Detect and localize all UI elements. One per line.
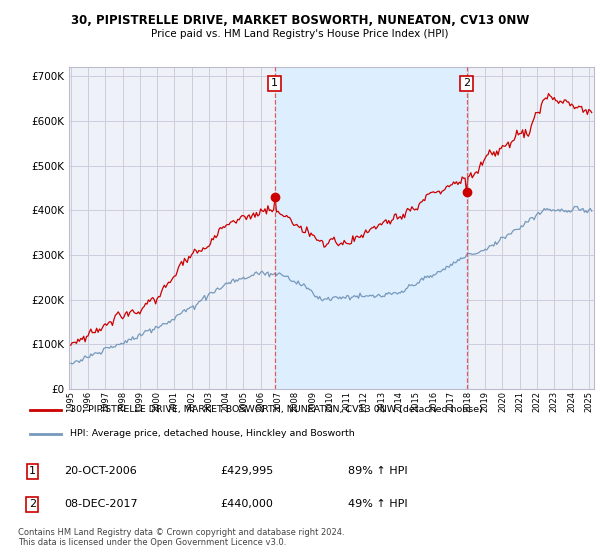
Text: £429,995: £429,995 bbox=[221, 466, 274, 476]
Text: Contains HM Land Registry data © Crown copyright and database right 2024.
This d: Contains HM Land Registry data © Crown c… bbox=[18, 528, 344, 547]
Text: 30, PIPISTRELLE DRIVE, MARKET BOSWORTH, NUNEATON, CV13 0NW: 30, PIPISTRELLE DRIVE, MARKET BOSWORTH, … bbox=[71, 14, 529, 27]
Text: 89% ↑ HPI: 89% ↑ HPI bbox=[348, 466, 407, 476]
Text: 2: 2 bbox=[29, 500, 36, 509]
Text: 20-OCT-2006: 20-OCT-2006 bbox=[64, 466, 137, 476]
Text: 1: 1 bbox=[271, 78, 278, 88]
Text: 2: 2 bbox=[463, 78, 470, 88]
Bar bbox=[275, 67, 467, 389]
Text: Price paid vs. HM Land Registry's House Price Index (HPI): Price paid vs. HM Land Registry's House … bbox=[151, 29, 449, 39]
Text: 49% ↑ HPI: 49% ↑ HPI bbox=[348, 500, 407, 509]
Text: 08-DEC-2017: 08-DEC-2017 bbox=[64, 500, 138, 509]
Text: 30, PIPISTRELLE DRIVE, MARKET BOSWORTH, NUNEATON, CV13 0NW (detached house): 30, PIPISTRELLE DRIVE, MARKET BOSWORTH, … bbox=[70, 405, 483, 414]
Text: £440,000: £440,000 bbox=[221, 500, 274, 509]
Text: 1: 1 bbox=[29, 466, 36, 476]
Text: HPI: Average price, detached house, Hinckley and Bosworth: HPI: Average price, detached house, Hinc… bbox=[70, 430, 355, 438]
